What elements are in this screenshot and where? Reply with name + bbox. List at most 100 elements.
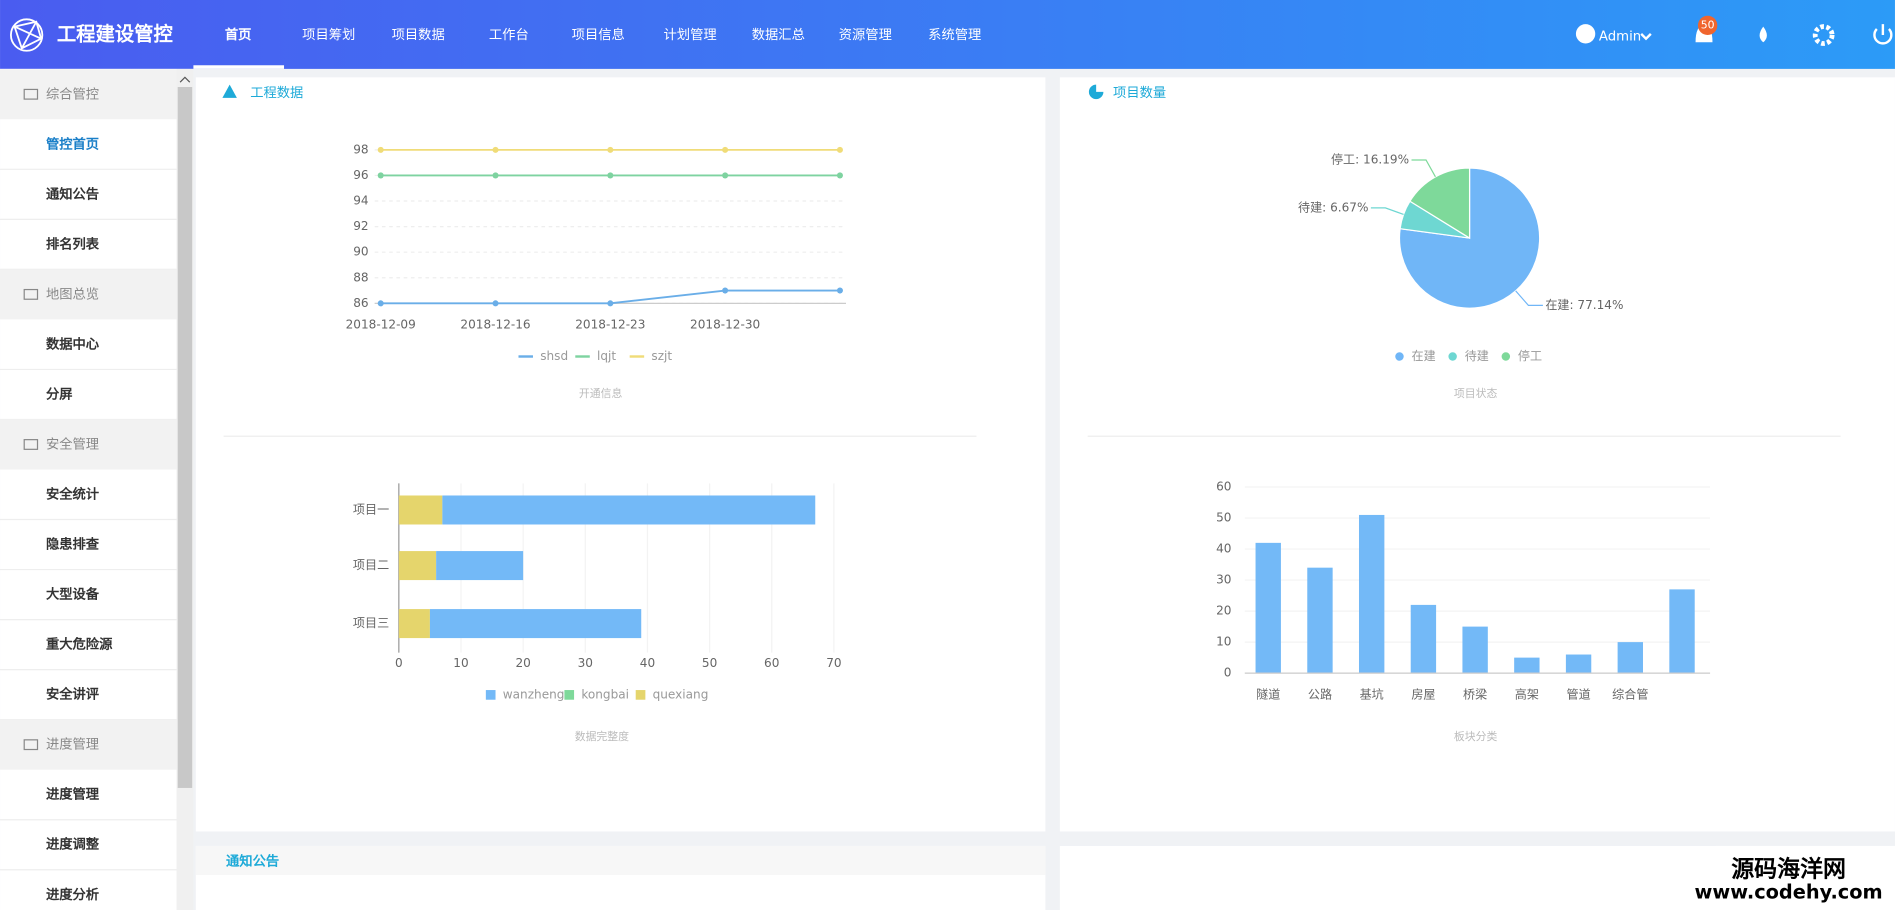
menu-item[interactable]: 进度调整 xyxy=(46,836,100,853)
data-label: 待建: 6.67% xyxy=(1298,200,1368,214)
pie-slice[interactable] xyxy=(1409,167,1471,240)
legend-label[interactable]: szjt xyxy=(651,349,672,363)
bar[interactable] xyxy=(1358,514,1385,674)
group-icon xyxy=(23,288,39,300)
panel-icon xyxy=(222,84,237,98)
nav-item[interactable]: 项目筹划 xyxy=(302,26,355,43)
legend-swatch xyxy=(564,690,575,700)
bar-segment[interactable] xyxy=(442,495,816,525)
legend-label[interactable]: 在建 xyxy=(1412,349,1436,363)
x-tick-label: 房屋 xyxy=(1411,686,1435,701)
menu-item[interactable]: 进度管理 xyxy=(46,786,100,803)
nav-item[interactable]: 项目信息 xyxy=(572,26,625,43)
menu-item[interactable]: 管控首页 xyxy=(46,135,99,152)
y-tick-label: 20 xyxy=(1216,604,1231,618)
x-tick-label: 管道 xyxy=(1567,686,1591,701)
y-tick-label: 30 xyxy=(1216,573,1231,587)
nav-item[interactable]: 项目数据 xyxy=(392,27,445,43)
data-label: 停工: 16.19% xyxy=(1331,151,1409,166)
bar-segment[interactable] xyxy=(398,551,437,581)
legend-label[interactable]: quexiang xyxy=(653,687,709,701)
x-tick-label: 30 xyxy=(578,656,593,670)
bar[interactable] xyxy=(1255,542,1281,674)
menu-group[interactable] xyxy=(0,719,177,770)
settings-icon[interactable] xyxy=(1812,24,1835,46)
bar[interactable] xyxy=(1669,589,1695,674)
logo-icon xyxy=(10,18,44,52)
legend-label[interactable]: wanzheng xyxy=(503,687,565,701)
y-tick-label: 92 xyxy=(353,219,368,233)
legend-label[interactable]: kongbai xyxy=(581,687,629,701)
x-tick-label: 隧道 xyxy=(1256,686,1280,701)
y-tick-label: 10 xyxy=(1216,635,1231,649)
watermark-url: www.codehy.com xyxy=(1695,881,1883,904)
x-tick-label: 综合管 xyxy=(1612,686,1648,701)
nav-item[interactable]: 系统管理 xyxy=(928,27,981,43)
logo: 工程建设管控 xyxy=(57,23,173,46)
bar-segment[interactable] xyxy=(429,609,642,639)
legend-label[interactable]: 停工 xyxy=(1518,348,1542,363)
menu-item[interactable]: 进度分析 xyxy=(46,886,99,903)
menu-item[interactable]: 安全统计 xyxy=(46,486,99,503)
menu-item[interactable]: 数据中心 xyxy=(46,335,100,352)
menu-item[interactable]: 隐患排查 xyxy=(46,536,100,553)
y-tick-label: 50 xyxy=(1216,511,1231,525)
theme-icon[interactable] xyxy=(1759,26,1767,43)
legend-label[interactable]: 待建 xyxy=(1465,349,1489,363)
x-tick-label: 高架 xyxy=(1515,686,1539,701)
bar[interactable] xyxy=(1410,604,1437,674)
bar[interactable] xyxy=(1617,642,1643,674)
menu-group-title[interactable]: 进度管理 xyxy=(46,737,99,753)
menu-item[interactable]: 大型设备 xyxy=(46,586,100,603)
menu-group-title[interactable]: 安全管理 xyxy=(46,435,99,452)
bar-segment[interactable] xyxy=(398,609,430,639)
user[interactable]: Admin xyxy=(1599,29,1641,44)
menu-item[interactable]: 安全讲评 xyxy=(46,686,100,703)
bar-segment[interactable] xyxy=(436,551,524,581)
point xyxy=(722,172,729,179)
y-tick-label: 90 xyxy=(353,245,368,259)
user-icon[interactable] xyxy=(1575,24,1596,44)
bar-segment[interactable] xyxy=(398,495,443,525)
menu-item[interactable]: 分屏 xyxy=(46,386,73,402)
nav-item[interactable]: 计划管理 xyxy=(664,27,717,43)
x-tick-label: 2018-12-09 xyxy=(346,318,416,332)
legend-swatch xyxy=(1501,352,1511,361)
nav-item[interactable]: 首页 xyxy=(225,26,252,43)
x-tick-label: 桥梁 xyxy=(1463,686,1487,701)
menu-item[interactable]: 重大危险源 xyxy=(46,636,113,653)
menu-item[interactable]: 通知公告 xyxy=(46,185,99,202)
point xyxy=(377,146,384,153)
menu-group[interactable] xyxy=(0,269,177,320)
point xyxy=(492,300,499,307)
y-tick-label: 0 xyxy=(1224,666,1232,680)
power-icon[interactable] xyxy=(1873,24,1893,45)
bar[interactable] xyxy=(1462,626,1488,674)
bar[interactable] xyxy=(1514,657,1540,674)
point xyxy=(492,146,499,153)
y-tick-label: 项目二 xyxy=(353,558,389,572)
panel-title: 项目数量 xyxy=(1113,85,1166,101)
chart-caption: 数据完整度 xyxy=(575,729,629,743)
point xyxy=(836,287,843,294)
chart-caption: 项目状态 xyxy=(1454,386,1498,400)
nav-item[interactable]: 数据汇总 xyxy=(752,27,805,43)
scroll-thumb[interactable] xyxy=(177,87,193,788)
menu-group-title[interactable]: 地图总览 xyxy=(46,286,99,302)
menu-item[interactable]: 排名列表 xyxy=(46,235,100,252)
scroll-up[interactable] xyxy=(179,76,191,83)
menu-group[interactable] xyxy=(0,69,177,120)
leader-line xyxy=(1515,290,1543,307)
menu-group[interactable] xyxy=(0,419,177,470)
point xyxy=(836,172,843,179)
legend-label[interactable]: shsd xyxy=(540,349,568,363)
bar[interactable] xyxy=(1307,567,1333,674)
badge xyxy=(1697,15,1718,36)
x-tick-label: 60 xyxy=(764,656,779,670)
nav-item[interactable]: 工作台 xyxy=(489,27,529,43)
menu-group-title[interactable]: 综合管控 xyxy=(46,86,99,102)
bar[interactable] xyxy=(1565,654,1592,674)
nav-item[interactable]: 资源管理 xyxy=(839,27,892,43)
legend-label[interactable]: lqjt xyxy=(597,349,616,363)
